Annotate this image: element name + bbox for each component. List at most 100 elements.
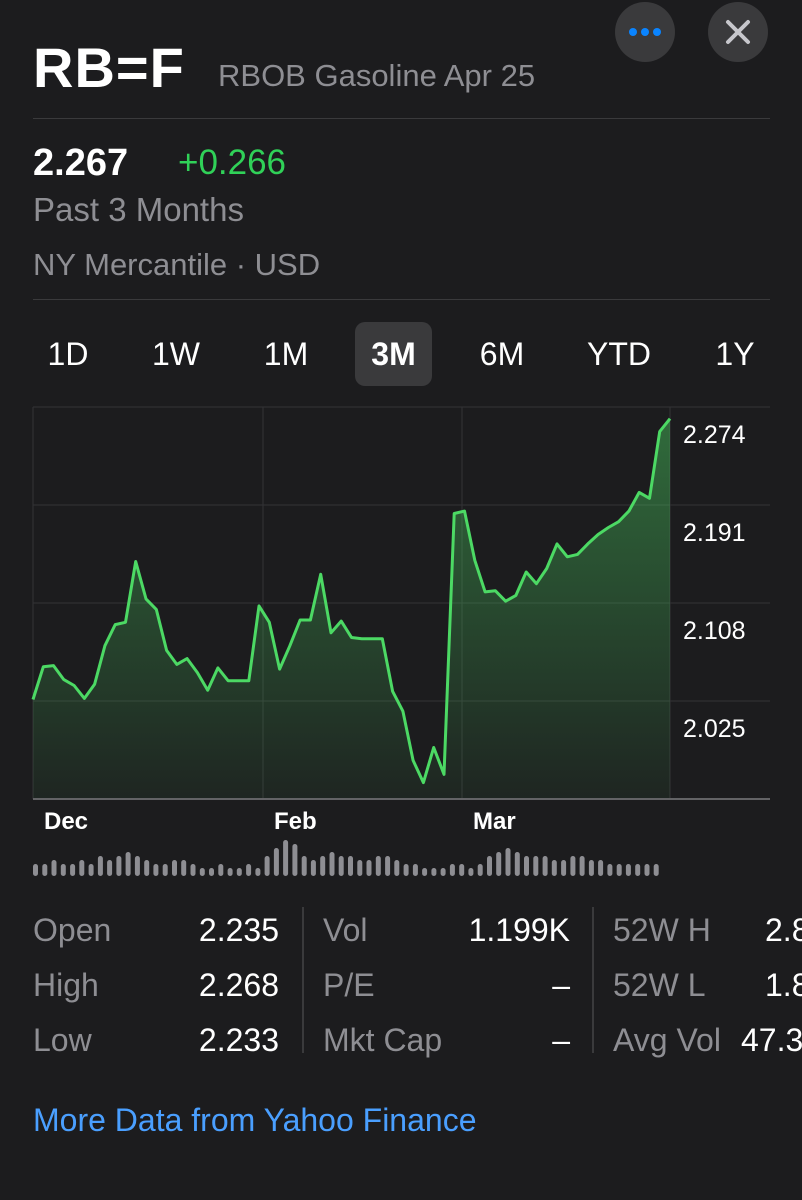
tab-3m[interactable]: 3M xyxy=(355,322,432,386)
price-point xyxy=(617,520,620,523)
price-chart[interactable]: 2.274 2.191 2.108 2.025 Dec Feb Mar xyxy=(0,400,802,840)
tab-ytd[interactable]: YTD xyxy=(587,336,651,372)
price-point xyxy=(216,666,219,669)
stat-high-value: 2.268 xyxy=(198,967,279,1003)
volume-bar xyxy=(79,860,85,876)
close-button[interactable] xyxy=(708,2,768,62)
volume-bar xyxy=(635,864,641,876)
price-point xyxy=(350,636,353,639)
volume-bar xyxy=(144,860,150,876)
price-point xyxy=(93,683,96,686)
volume-bar xyxy=(107,860,113,876)
price-point xyxy=(165,649,168,652)
volume-bar xyxy=(292,844,298,876)
tab-1w[interactable]: 1W xyxy=(152,336,200,372)
more-button[interactable] xyxy=(615,2,675,62)
price-point xyxy=(186,657,189,660)
stat-avgvol-label: Avg Vol xyxy=(613,1022,721,1058)
price-point xyxy=(412,759,415,762)
price-point xyxy=(124,621,127,624)
x-tick-label: Dec xyxy=(44,808,88,835)
volume-bar xyxy=(33,864,38,876)
tab-1m[interactable]: 1M xyxy=(263,336,309,372)
volume-bar xyxy=(551,860,557,876)
y-tick-label: 2.108 xyxy=(683,617,746,645)
volume-bar xyxy=(329,852,335,876)
volume-bar xyxy=(440,868,446,876)
price-point xyxy=(340,620,343,623)
volume-bar xyxy=(301,856,307,876)
tab-1d[interactable]: 1D xyxy=(47,336,89,372)
price-point xyxy=(360,637,363,640)
volume-bar xyxy=(394,860,400,876)
price-point xyxy=(525,570,528,573)
x-axis-ticks: Dec Feb Mar xyxy=(44,808,516,835)
period-label: Past 3 Months xyxy=(33,191,244,228)
volume-bars xyxy=(33,840,659,876)
stat-pe-value: – xyxy=(552,967,570,1003)
ticker-symbol: RB=F xyxy=(33,36,185,99)
price-point xyxy=(227,679,230,682)
volume-bar xyxy=(468,868,474,876)
price-point xyxy=(597,533,600,536)
volume-bar xyxy=(487,856,492,876)
price-point xyxy=(494,589,497,592)
price-point xyxy=(453,512,456,515)
price-point xyxy=(555,542,558,545)
price-point xyxy=(442,773,445,776)
stat-52wh-value: 2.8 xyxy=(765,912,802,948)
tab-1y[interactable]: 1Y xyxy=(715,336,755,372)
volume-bar xyxy=(579,856,585,876)
volume-bar xyxy=(644,864,650,876)
volume-bar xyxy=(561,860,567,876)
price-point xyxy=(329,631,332,634)
volume-bar xyxy=(505,848,511,876)
volume-bar xyxy=(375,856,381,876)
price-point xyxy=(535,582,538,585)
volume-bar xyxy=(607,864,613,876)
price-point xyxy=(299,618,302,621)
volume-bar xyxy=(199,868,205,876)
ellipsis-icon xyxy=(629,28,661,36)
volume-bar xyxy=(412,864,418,876)
stat-52wl-label: 52W L xyxy=(613,967,706,1003)
volume-bar xyxy=(348,856,353,876)
price-point xyxy=(432,746,435,749)
price-line xyxy=(31,417,672,785)
stat-low-value: 2.233 xyxy=(198,1022,279,1058)
price-point xyxy=(484,590,487,593)
tab-6m[interactable]: 6M xyxy=(479,336,525,372)
stat-vol-value: 1.199K xyxy=(468,912,570,948)
price-change: +0.266 xyxy=(178,143,287,182)
volume-bar xyxy=(190,864,196,876)
price-point xyxy=(514,594,517,597)
price-point xyxy=(473,559,476,562)
stat-52wl-value: 1.8 xyxy=(765,967,802,1003)
volume-bar xyxy=(97,856,103,876)
price-point xyxy=(83,697,86,700)
volume-bar xyxy=(227,868,233,876)
volume-bar xyxy=(366,860,372,876)
price-point xyxy=(607,526,610,529)
price-point xyxy=(576,553,579,556)
price-point xyxy=(638,491,641,494)
volume-bar xyxy=(88,864,94,876)
y-tick-label: 2.191 xyxy=(683,519,746,547)
price-point xyxy=(155,608,158,611)
price-point xyxy=(114,623,117,626)
volume-bar xyxy=(320,856,326,876)
price-area-fill xyxy=(33,418,670,799)
volume-bar xyxy=(153,864,159,876)
volume-bar xyxy=(570,856,576,876)
price-point xyxy=(175,663,178,666)
price-point xyxy=(504,600,507,603)
price-point xyxy=(371,637,374,640)
volume-bar xyxy=(246,864,252,876)
more-data-link[interactable]: More Data from Yahoo Finance xyxy=(33,1102,477,1138)
y-tick-label: 2.025 xyxy=(683,715,746,743)
price-point xyxy=(258,604,261,607)
x-tick-label: Mar xyxy=(473,808,516,835)
volume-bar xyxy=(125,852,131,876)
price-point xyxy=(278,668,281,671)
price-point xyxy=(319,573,322,576)
